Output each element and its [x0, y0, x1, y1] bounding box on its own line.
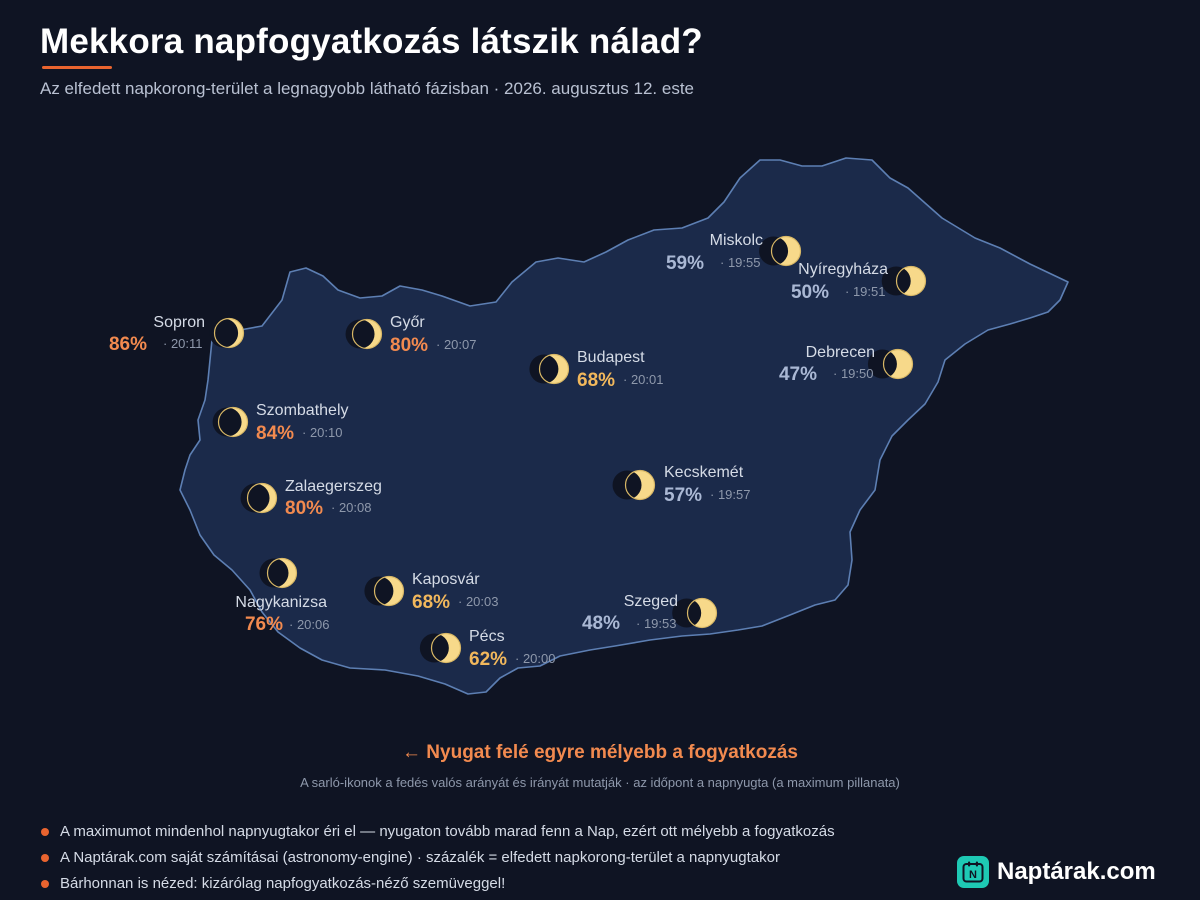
note-text: Bárhonnan is nézed: kizárólag napfogyatk…: [60, 875, 506, 892]
city-marker: Nagykanizsa 76% · 20:06: [235, 557, 329, 635]
bullet-dot-icon: [41, 880, 49, 888]
sunset-time: · 20:08: [331, 500, 371, 515]
sun-outline: [373, 575, 405, 607]
city-name-label: Kaposvár: [412, 571, 480, 588]
coverage-percent: 50%: [791, 282, 829, 303]
note-item: A Naptárak.com saját számításai (astrono…: [40, 848, 835, 874]
city-name-label: Debrecen: [806, 344, 875, 361]
map-caption: A sarló-ikonok a fedés valós arányát és …: [300, 775, 900, 790]
sunset-time: · 19:51: [845, 284, 885, 299]
sunset-time: · 19:50: [833, 366, 873, 381]
moon-cover-icon: [259, 558, 289, 588]
city-marker: Nyíregyháza 50% · 19:51: [791, 261, 927, 303]
moon-cover-icon: [209, 318, 239, 348]
coverage-percent: 48%: [582, 613, 620, 634]
sun-outline: [770, 235, 802, 267]
title-accent-underline: [42, 66, 112, 69]
city-name-label: Szeged: [624, 593, 678, 610]
city-marker: Kaposvár 68% · 20:03: [364, 571, 498, 613]
svg-text:N: N: [969, 869, 977, 881]
sunset-time: · 20:11: [163, 336, 203, 351]
city-marker: Miskolc 59% · 19:55: [666, 232, 802, 274]
city-name-label: Sopron: [153, 314, 205, 331]
note-item: A maximumot mindenhol napnyugtakor éri e…: [40, 822, 835, 848]
sun-outline: [686, 597, 718, 629]
note-text: A Naptárak.com saját számításai (astrono…: [60, 849, 780, 866]
note-text: A maximumot mindenhol napnyugtakor éri e…: [60, 823, 835, 840]
moon-cover-icon: [759, 236, 789, 266]
calendar-logo-icon: N: [957, 856, 989, 888]
west-deeper-headline: ← Nyugat felé egyre mélyebb a fogyatkozá…: [402, 742, 798, 763]
moon-cover-icon: [345, 319, 375, 349]
sun-outline: [213, 317, 245, 349]
city-name-label: Kecskemét: [664, 464, 744, 481]
page-title: Mekkora napfogyatkozás látszik nálad?: [40, 22, 703, 61]
coverage-percent: 80%: [285, 498, 323, 519]
brand-name: Naptárak.com: [997, 858, 1156, 885]
page-subtitle: Az elfedett napkorong-terület a legnagyo…: [40, 79, 695, 98]
sun-outline: [430, 632, 462, 664]
city-name-label: Zalaegerszeg: [285, 478, 382, 495]
sunset-time: · 20:03: [458, 594, 498, 609]
sun-outline: [351, 318, 383, 350]
city-marker: Sopron 86% · 20:11: [109, 314, 245, 355]
coverage-percent: 76%: [245, 614, 283, 635]
city-name-label: Nyíregyháza: [798, 261, 888, 278]
moon-cover-icon: [419, 633, 449, 663]
city-marker: Pécs 62% · 20:00: [419, 628, 555, 670]
coverage-percent: 80%: [390, 335, 428, 356]
bullet-dot-icon: [41, 854, 49, 862]
city-marker: Budapest 68% · 20:01: [529, 349, 663, 391]
sun-outline: [882, 348, 914, 380]
city-name-label: Pécs: [469, 628, 505, 645]
hungary-outline: [179, 157, 1069, 695]
sunset-time: · 19:55: [720, 255, 760, 270]
coverage-percent: 47%: [779, 364, 817, 385]
sunset-time: · 20:07: [436, 337, 476, 352]
note-item: Bárhonnan is nézed: kizárólag napfogyatk…: [40, 874, 835, 900]
sun-outline: [217, 406, 249, 438]
sun-outline: [624, 469, 656, 501]
sunset-time: · 20:00: [515, 651, 555, 666]
sun-outline: [246, 482, 278, 514]
brand-logo: N Naptárak.com: [957, 855, 1156, 889]
sunset-time: · 19:53: [636, 616, 676, 631]
coverage-percent: 86%: [109, 334, 147, 355]
coverage-percent: 59%: [666, 253, 704, 274]
sun-outline: [266, 557, 298, 589]
city-marker: Győr 80% · 20:07: [345, 314, 476, 356]
sunset-time: · 20:10: [302, 425, 342, 440]
moon-cover-icon: [867, 349, 897, 379]
moon-cover-icon: [364, 576, 394, 606]
sunset-time: · 20:06: [289, 617, 329, 632]
city-marker: Kecskemét 57% · 19:57: [612, 464, 750, 506]
coverage-percent: 57%: [664, 485, 702, 506]
coverage-percent: 84%: [256, 423, 294, 444]
coverage-percent: 68%: [577, 370, 615, 391]
sunset-time: · 20:01: [623, 372, 663, 387]
city-name-label: Miskolc: [710, 232, 763, 249]
moon-cover-icon: [529, 354, 559, 384]
moon-cover-icon: [212, 407, 242, 437]
city-name-label: Nagykanizsa: [235, 594, 327, 611]
moon-cover-icon: [240, 483, 270, 513]
sun-outline: [538, 353, 570, 385]
city-name-label: Győr: [390, 314, 425, 331]
city-marker: Debrecen 47% · 19:50: [779, 344, 914, 385]
moon-cover-icon: [672, 598, 702, 628]
sunset-time: · 19:57: [710, 487, 750, 502]
city-marker: Szombathely 84% · 20:10: [212, 402, 349, 444]
notes-list: A maximumot mindenhol napnyugtakor éri e…: [40, 822, 835, 900]
coverage-percent: 68%: [412, 592, 450, 613]
city-marker: Zalaegerszeg 80% · 20:08: [240, 478, 382, 519]
sun-outline: [895, 265, 927, 297]
moon-cover-icon: [612, 470, 642, 500]
coverage-percent: 62%: [469, 649, 507, 670]
city-name-label: Szombathely: [256, 402, 349, 419]
city-name-label: Budapest: [577, 349, 645, 366]
bullet-dot-icon: [41, 828, 49, 836]
